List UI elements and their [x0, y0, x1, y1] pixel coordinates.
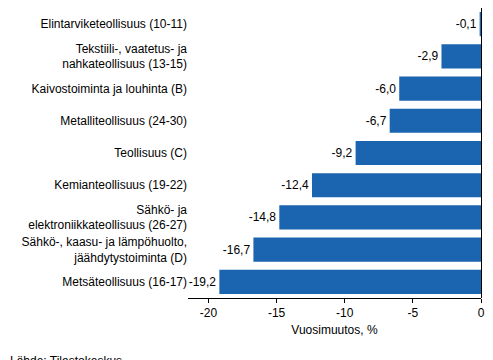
svg-text:Metalliteollisuus (24-30): Metalliteollisuus (24-30) [60, 114, 187, 128]
svg-text:-14,8: -14,8 [249, 210, 277, 224]
svg-text:-6,0: -6,0 [375, 82, 396, 96]
svg-text:0: 0 [478, 306, 485, 320]
svg-text:-19,2: -19,2 [189, 275, 217, 289]
svg-text:Sähkö- jaelektroniikkateollisu: Sähkö- jaelektroniikkateollisuus (26-27) [28, 203, 187, 233]
svg-text:-15: -15 [268, 306, 286, 320]
svg-text:-16,7: -16,7 [223, 243, 251, 257]
svg-text:Kemianteollisuus (19-22): Kemianteollisuus (19-22) [54, 178, 187, 192]
svg-text:-9,2: -9,2 [332, 146, 353, 160]
svg-text:Vuosimuutos, %: Vuosimuutos, % [291, 323, 378, 337]
svg-text:-2,9: -2,9 [417, 49, 438, 63]
svg-text:-0,1: -0,1 [456, 17, 477, 31]
svg-text:Metsäteollisuus (16-17): Metsäteollisuus (16-17) [62, 275, 187, 289]
svg-text:-5: -5 [408, 306, 419, 320]
svg-text:Tekstiili-, vaatetus- janahkat: Tekstiili-, vaatetus- janahkateollisuus … [62, 42, 187, 72]
svg-text:-20: -20 [200, 306, 218, 320]
svg-text:Kaivostoiminta ja louhinta (B): Kaivostoiminta ja louhinta (B) [32, 82, 187, 96]
svg-text:Sähkö-, kaasu- ja lämpöhuolto,: Sähkö-, kaasu- ja lämpöhuolto,jäähdytyst… [22, 235, 187, 265]
svg-text:-12,4: -12,4 [281, 178, 309, 192]
svg-text:Lähde: Tilastokeskus: Lähde: Tilastokeskus [10, 354, 122, 360]
svg-text:Teollisuus (C): Teollisuus (C) [114, 146, 187, 160]
svg-text:Elintarviketeollisuus (10-11): Elintarviketeollisuus (10-11) [40, 17, 187, 31]
svg-text:-6,7: -6,7 [366, 114, 387, 128]
svg-text:-10: -10 [336, 306, 354, 320]
